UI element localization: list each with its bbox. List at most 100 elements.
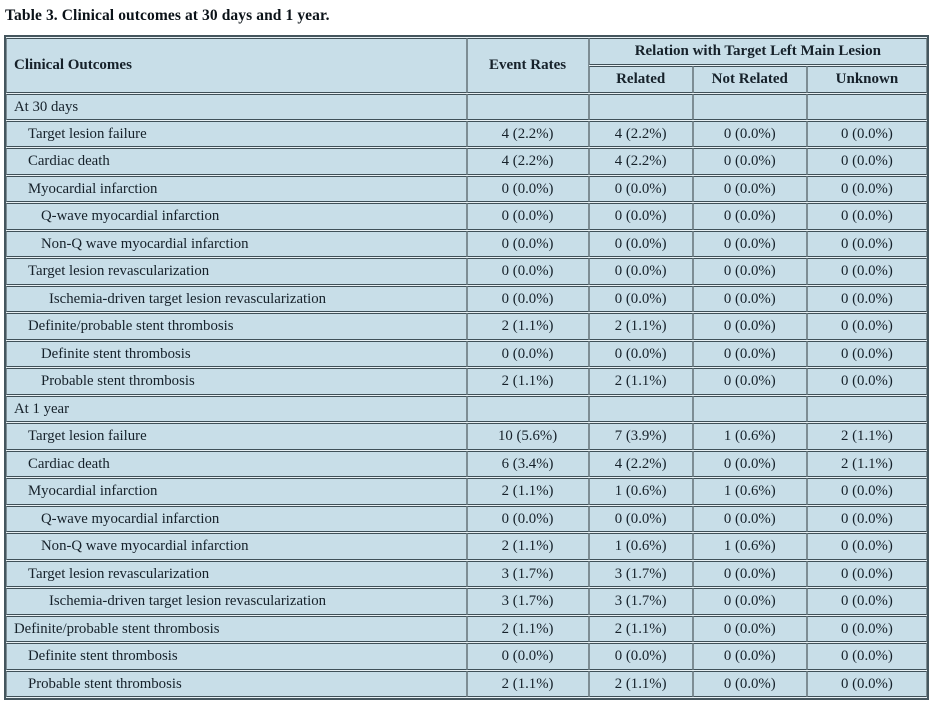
header-event-rates: Event Rates	[466, 38, 589, 93]
table-row: Probable stent thrombosis 2 (1.1%) 2 (1.1%…	[6, 368, 927, 395]
table-row: Ischemia-driven target lesion revascular…	[6, 588, 927, 615]
value-cell: 2 (1.1%)	[806, 450, 927, 478]
value-cell: 0 (0.0%)	[806, 258, 927, 285]
row-label: Ischemia-driven target lesion revascular…	[6, 285, 467, 313]
value-cell: 0 (0.0%)	[588, 643, 693, 670]
value-cell: 2 (1.1%)	[806, 423, 927, 450]
row-label: Target lesion revascularization	[6, 560, 467, 588]
value-cell: 0 (0.0%)	[588, 175, 693, 203]
value-cell: 4 (2.2%)	[588, 450, 693, 478]
table-row: Definite stent thrombosis 0 (0.0%) 0 (0.0%…	[6, 643, 927, 670]
value-cell: 0 (0.0%)	[692, 285, 807, 313]
value-cell: 2 (1.1%)	[466, 313, 589, 340]
row-label: Ischemia-driven target lesion revascular…	[6, 588, 467, 615]
header-unknown: Unknown	[806, 65, 927, 93]
row-label: Myocardial infarction	[6, 175, 467, 203]
value-cell: 1 (0.6%)	[588, 533, 693, 560]
value-cell: 4 (2.2%)	[466, 120, 589, 148]
row-label: Target lesion failure	[6, 120, 467, 148]
table-row: Non-Q wave myocardial infarction 2 (1.1%)…	[6, 533, 927, 560]
row-label: Q-wave myocardial infarction	[6, 505, 467, 533]
value-cell: 2 (1.1%)	[588, 670, 693, 698]
value-cell: 0 (0.0%)	[466, 285, 589, 313]
value-cell: 3 (1.7%)	[588, 560, 693, 588]
value-cell: 0 (0.0%)	[692, 120, 807, 148]
value-cell: 0 (0.0%)	[806, 368, 927, 395]
clinical-outcomes-table: Clinical Outcomes Event Rates Relation w…	[4, 35, 929, 701]
value-cell: 2 (1.1%)	[466, 533, 589, 560]
value-cell: 0 (0.0%)	[806, 175, 927, 203]
header-related: Related	[588, 65, 693, 93]
value-cell: 1 (0.6%)	[588, 478, 693, 505]
value-cell: 0 (0.0%)	[692, 670, 807, 698]
section-row: At 1 year	[6, 395, 927, 423]
value-cell: 0 (0.0%)	[806, 588, 927, 615]
value-cell: 0 (0.0%)	[588, 203, 693, 230]
value-cell: 0 (0.0%)	[692, 203, 807, 230]
value-cell: 0 (0.0%)	[806, 340, 927, 368]
table-row: Target lesion failure 4 (2.2%) 4 (2.2%) 0 (…	[6, 120, 927, 148]
value-cell: 3 (1.7%)	[588, 588, 693, 615]
row-label: Cardiac death	[6, 148, 467, 175]
header-row-1: Clinical Outcomes Event Rates Relation w…	[6, 38, 927, 93]
value-cell: 0 (0.0%)	[806, 670, 927, 698]
value-cell: 1 (0.6%)	[692, 423, 807, 450]
value-cell: 0 (0.0%)	[806, 148, 927, 175]
table-row: Cardiac death 6 (3.4%) 4 (2.2%) 0 (0.0%) 2 (…	[6, 450, 927, 478]
value-cell: 0 (0.0%)	[692, 615, 807, 643]
value-cell: 6 (3.4%)	[466, 450, 589, 478]
value-cell: 0 (0.0%)	[588, 505, 693, 533]
value-cell: 4 (2.2%)	[588, 148, 693, 175]
value-cell	[588, 93, 693, 120]
page: Table 3. Clinical outcomes at 30 days an…	[4, 7, 929, 701]
table-row: Q-wave myocardial infarction 0 (0.0%) 0 (0…	[6, 505, 927, 533]
row-label: Q-wave myocardial infarction	[6, 203, 467, 230]
value-cell: 0 (0.0%)	[466, 505, 589, 533]
row-label: Non-Q wave myocardial infarction	[6, 533, 467, 560]
table-row: Myocardial infarction 2 (1.1%) 1 (0.6%) 1 (…	[6, 478, 927, 505]
header-row-2: Related Not Related Unknown	[6, 65, 927, 93]
header-relation-group: Relation with Target Left Main Lesion	[588, 38, 927, 65]
table-caption: Table 3. Clinical outcomes at 30 days an…	[5, 7, 330, 24]
value-cell: 1 (0.6%)	[692, 533, 807, 560]
value-cell: 0 (0.0%)	[692, 148, 807, 175]
value-cell: 0 (0.0%)	[466, 175, 589, 203]
value-cell: 3 (1.7%)	[466, 588, 589, 615]
row-label: Definite stent thrombosis	[6, 340, 467, 368]
value-cell: 0 (0.0%)	[692, 368, 807, 395]
value-cell: 0 (0.0%)	[692, 340, 807, 368]
value-cell	[588, 395, 693, 423]
value-cell: 0 (0.0%)	[806, 505, 927, 533]
table-row: Definite/probable stent thrombosis 2 (1.1…	[6, 615, 927, 643]
table-row: Target lesion failure 10 (5.6%) 7 (3.9%) 1 …	[6, 423, 927, 450]
value-cell: 2 (1.1%)	[588, 615, 693, 643]
value-cell: 0 (0.0%)	[692, 313, 807, 340]
value-cell: 0 (0.0%)	[692, 258, 807, 285]
value-cell: 3 (1.7%)	[466, 560, 589, 588]
value-cell: 2 (1.1%)	[588, 313, 693, 340]
row-label: Target lesion failure	[6, 423, 467, 450]
value-cell: 0 (0.0%)	[806, 230, 927, 258]
row-label: At 30 days	[6, 93, 467, 120]
table-body: At 30 days Target lesion failure 4 (2.2%) 4…	[6, 93, 927, 698]
value-cell: 0 (0.0%)	[692, 560, 807, 588]
value-cell: 2 (1.1%)	[466, 478, 589, 505]
value-cell	[466, 93, 589, 120]
table-row: Target lesion revascularization 0 (0.0%) 0…	[6, 258, 927, 285]
row-label: Definite stent thrombosis	[6, 643, 467, 670]
row-label: Probable stent thrombosis	[6, 670, 467, 698]
table-row: Definite stent thrombosis 0 (0.0%) 0 (0.0%…	[6, 340, 927, 368]
value-cell	[692, 93, 807, 120]
row-label: At 1 year	[6, 395, 467, 423]
value-cell: 0 (0.0%)	[466, 258, 589, 285]
value-cell	[806, 395, 927, 423]
value-cell: 0 (0.0%)	[692, 505, 807, 533]
value-cell: 0 (0.0%)	[692, 230, 807, 258]
table-row: Q-wave myocardial infarction 0 (0.0%) 0 (0…	[6, 203, 927, 230]
value-cell	[806, 93, 927, 120]
row-label: Myocardial infarction	[6, 478, 467, 505]
table-header: Clinical Outcomes Event Rates Relation w…	[6, 38, 927, 93]
value-cell: 4 (2.2%)	[588, 120, 693, 148]
value-cell: 2 (1.1%)	[466, 368, 589, 395]
value-cell: 2 (1.1%)	[588, 368, 693, 395]
